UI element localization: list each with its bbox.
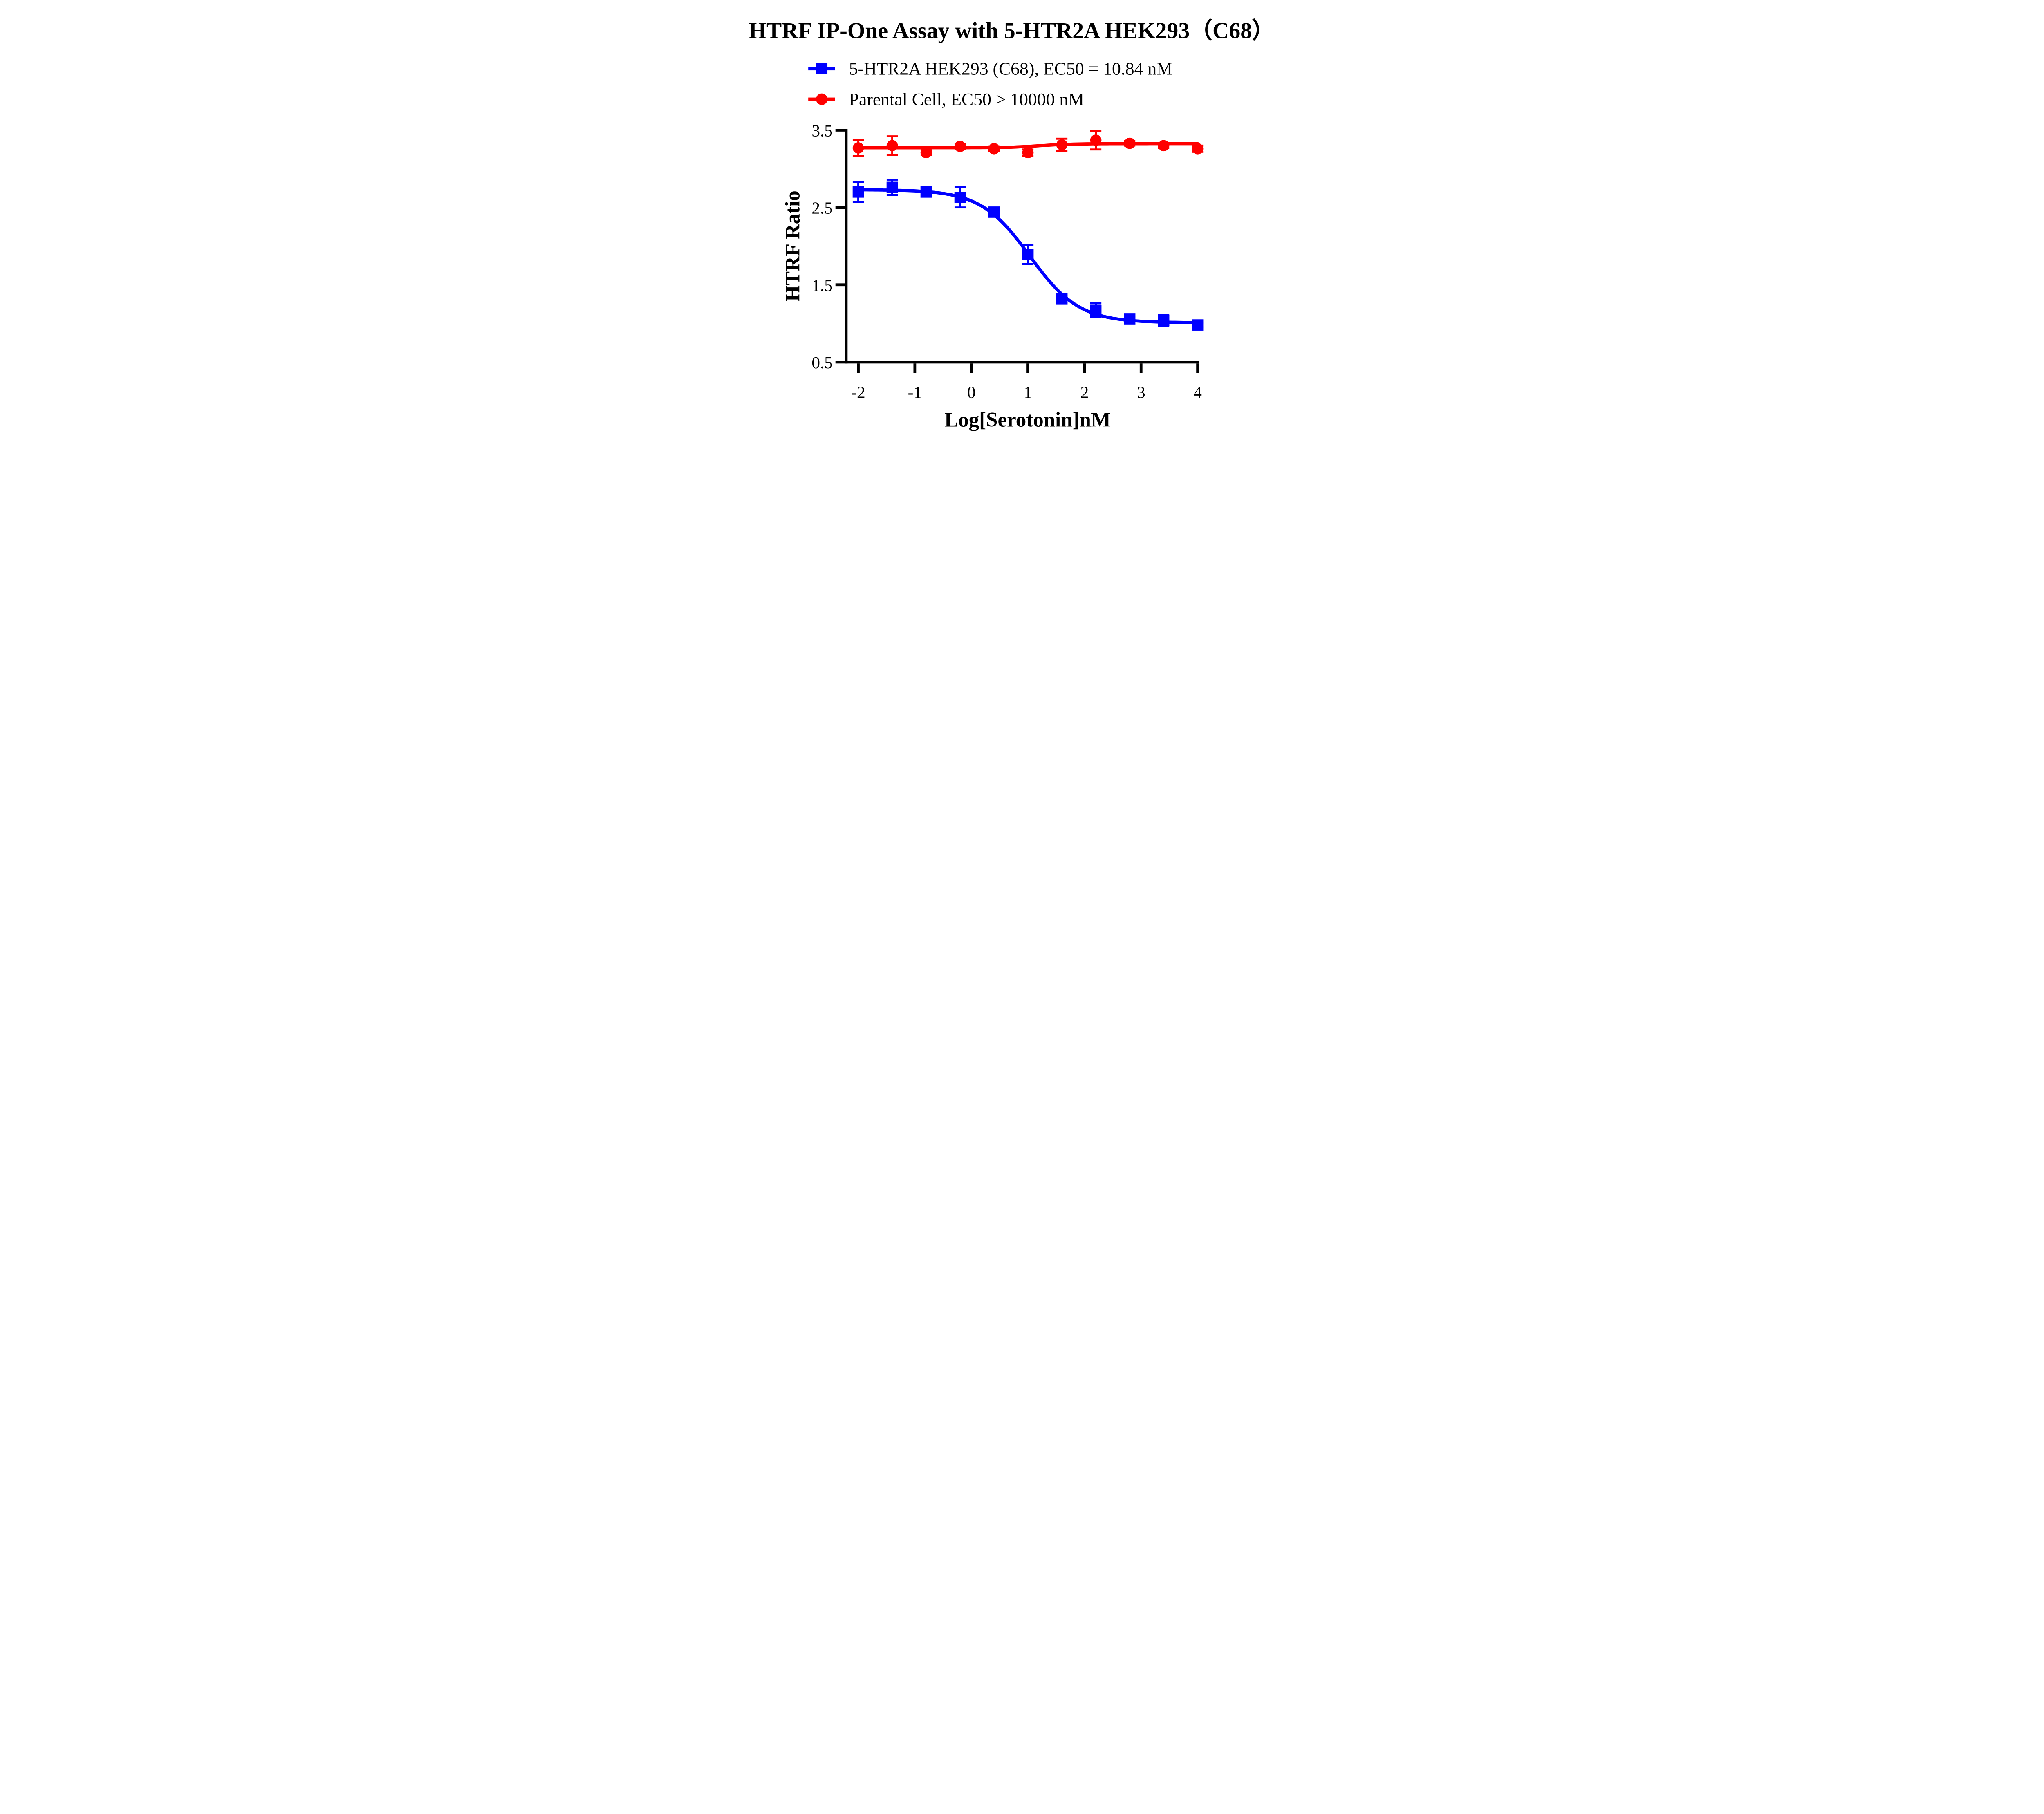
data-point-circle [1022, 147, 1034, 159]
x-tick [1083, 363, 1086, 373]
error-bar-cap-bottom [852, 201, 864, 203]
y-tick-label: 3.5 [811, 121, 833, 140]
error-bar-cap-top [954, 186, 966, 188]
data-point-circle [920, 147, 932, 159]
x-axis-label: Log[Serotonin]nM [944, 409, 1111, 432]
legend: 5-HTR2A HEK293 (C68), EC50 = 10.84 nM Pa… [808, 59, 1172, 109]
data-point-circle [1090, 134, 1102, 146]
data-point-circle [1192, 143, 1204, 155]
data-point-circle [954, 141, 966, 152]
data-point-circle [886, 140, 898, 152]
y-axis-label: HTRF Ratio [781, 190, 804, 301]
y-tick-label: 2.5 [811, 199, 833, 217]
error-bar-cap-top [1090, 130, 1102, 132]
legend-item-hek293: 5-HTR2A HEK293 (C68), EC50 = 10.84 nM [808, 59, 1172, 79]
data-point-square [1124, 313, 1136, 325]
x-tick-label: 0 [967, 383, 976, 401]
error-bar-cap-top [1090, 302, 1102, 305]
error-bar-cap-top [1022, 244, 1034, 246]
x-tick-label: -1 [908, 383, 922, 401]
x-tick [857, 363, 860, 373]
data-point-square [1158, 314, 1170, 326]
x-tick-label: 2 [1080, 383, 1089, 401]
data-point-square [1090, 305, 1102, 316]
y-tick [835, 283, 845, 287]
data-point-square [920, 186, 932, 198]
chart-title: HTRF IP-One Assay with 5-HTR2A HEK293（C6… [749, 18, 1275, 43]
data-point-circle [988, 143, 1000, 155]
x-axis-spine [845, 361, 1199, 364]
error-bar-cap-bottom [1022, 263, 1034, 265]
error-bar-cap-top [852, 181, 864, 183]
x-tick [1196, 363, 1199, 373]
legend-circle-marker-icon [816, 93, 828, 105]
x-tick [913, 363, 917, 373]
data-point-circle [1124, 137, 1136, 149]
data-point-square [988, 206, 1000, 218]
x-tick-label: 3 [1137, 383, 1145, 401]
y-tick-label: 1.5 [811, 276, 833, 295]
data-point-square [886, 181, 898, 193]
error-bar-cap-bottom [1090, 148, 1102, 151]
y-tick-label: 0.5 [811, 353, 833, 372]
error-bar-cap-bottom [852, 155, 864, 157]
data-point-square [1192, 319, 1204, 331]
x-tick [1026, 363, 1029, 373]
error-bar-cap-top [886, 179, 898, 181]
data-point-circle [1056, 139, 1068, 151]
series-parental [852, 130, 1204, 159]
data-point-square [1022, 249, 1034, 260]
legend-label-parental: Parental Cell, EC50 > 10000 nM [849, 90, 1084, 109]
error-bar-cap-top [852, 139, 864, 141]
fit-curve [856, 142, 1199, 150]
data-point-square [852, 186, 864, 198]
error-bar-cap-bottom [1090, 316, 1102, 318]
y-tick [835, 206, 845, 209]
y-tick [835, 129, 845, 132]
y-axis-spine [845, 129, 848, 364]
error-bar-cap-top [1056, 137, 1068, 140]
legend-label-hek293: 5-HTR2A HEK293 (C68), EC50 = 10.84 nM [849, 59, 1172, 79]
data-point-square [954, 192, 966, 203]
x-tick [970, 363, 973, 373]
data-point-circle [1158, 140, 1170, 152]
x-tick [1139, 363, 1143, 373]
plot-area [852, 130, 1204, 331]
y-tick [835, 361, 845, 364]
error-bar-cap-bottom [886, 194, 898, 196]
x-tick-label: 4 [1193, 383, 1202, 401]
legend-square-marker-icon [816, 63, 828, 74]
error-bar-cap-bottom [1056, 150, 1068, 152]
dose-response-chart: HTRF IP-One Assay with 5-HTR2A HEK293（C6… [749, 18, 1275, 432]
legend-item-parental: Parental Cell, EC50 > 10000 nM [808, 90, 1084, 109]
data-point-square [1056, 293, 1068, 305]
error-bar-cap-bottom [954, 206, 966, 209]
series-hek293 [852, 179, 1204, 331]
data-point-circle [852, 142, 864, 154]
figure-container: HTRF IP-One Assay with 5-HTR2A HEK293（C6… [736, 0, 1308, 440]
axes: 0.5 1.5 2.5 3.5 -2 -1 0 1 2 3 4 [811, 121, 1202, 401]
x-tick-label: -2 [851, 383, 865, 401]
error-bar-cap-top [886, 135, 898, 138]
x-tick-label: 1 [1024, 383, 1032, 401]
error-bar-cap-bottom [886, 154, 898, 156]
